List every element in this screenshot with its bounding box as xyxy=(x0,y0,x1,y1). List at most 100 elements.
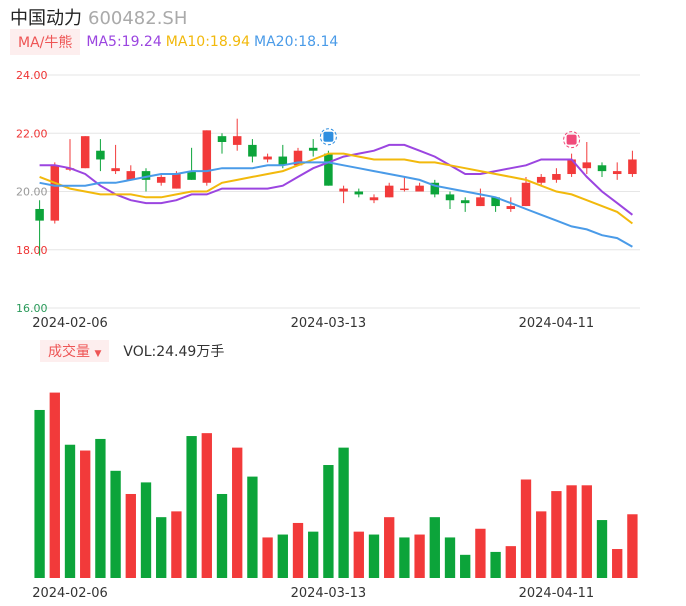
volume-bar xyxy=(444,537,456,578)
volume-date-label: 2024-04-11 xyxy=(519,586,595,601)
volume-bar xyxy=(353,531,364,578)
volume-bar xyxy=(520,479,532,578)
candle xyxy=(552,168,561,183)
volume-bar xyxy=(49,392,60,578)
volume-date-label: 2024-03-13 xyxy=(291,586,367,601)
candle xyxy=(80,136,90,169)
candle xyxy=(430,179,440,198)
candle-body xyxy=(506,206,516,209)
candle-body xyxy=(521,182,531,207)
candle-body xyxy=(582,162,592,169)
ma10-line xyxy=(39,152,634,225)
candle xyxy=(217,133,227,154)
volume-bar xyxy=(384,517,395,578)
candle xyxy=(567,153,576,177)
candle xyxy=(111,144,120,175)
candle-body xyxy=(278,156,288,166)
candle-body xyxy=(369,197,379,201)
candle xyxy=(232,118,242,151)
volume-legend: 成交量 ▼ VOL:24.49万手 xyxy=(40,340,225,362)
volume-bar xyxy=(171,511,182,578)
stock-name: 中国动力 xyxy=(10,8,82,29)
volume-bar xyxy=(64,444,76,578)
candle xyxy=(536,174,546,186)
candle xyxy=(612,162,622,180)
candle-body xyxy=(445,194,455,201)
ma5-legend: MA5:19.24 xyxy=(86,34,162,50)
candle xyxy=(324,150,333,186)
volume-bar xyxy=(505,546,516,578)
candle-body xyxy=(354,191,364,195)
candle xyxy=(50,162,60,224)
candle xyxy=(506,197,516,212)
candle xyxy=(141,168,151,192)
volume-bar xyxy=(216,493,228,578)
volume-bar xyxy=(551,491,562,578)
volume-bar xyxy=(262,537,273,578)
candle xyxy=(597,162,607,177)
ma20-legend: MA20:18.14 xyxy=(254,34,339,50)
price-date-label: 2024-04-11 xyxy=(519,316,595,331)
candle-body xyxy=(141,171,151,180)
volume-value: VOL:24.49万手 xyxy=(123,344,225,360)
volume-bar xyxy=(125,493,136,578)
volume-bar xyxy=(627,514,638,578)
volume-bar xyxy=(596,520,608,578)
candle-body xyxy=(567,159,576,175)
candle-body xyxy=(400,188,409,191)
candle xyxy=(400,176,409,192)
candle xyxy=(202,130,212,186)
volume-bar xyxy=(186,436,197,578)
candle-body xyxy=(612,171,622,175)
volume-bar xyxy=(536,511,547,578)
candle-body xyxy=(597,165,607,172)
price-date-label: 2024-02-06 xyxy=(32,316,108,331)
volume-bar xyxy=(140,482,152,578)
candle-body xyxy=(308,147,318,151)
blue-diamond-badge-icon xyxy=(319,128,337,146)
marker-badge xyxy=(566,134,577,145)
volume-bar xyxy=(460,554,471,578)
candle xyxy=(156,174,166,186)
volume-bar xyxy=(338,447,349,578)
candle xyxy=(308,139,318,157)
candle-body xyxy=(96,150,105,160)
marker-ring xyxy=(563,131,581,149)
candle xyxy=(369,194,379,204)
candle xyxy=(263,153,272,163)
volume-bar xyxy=(308,531,319,578)
volume-bar xyxy=(80,450,91,578)
candle xyxy=(354,188,364,198)
volume-bar xyxy=(368,534,380,578)
volume-bar xyxy=(323,465,334,578)
ma-toggle-button[interactable]: MA/牛熊 xyxy=(10,29,81,55)
volume-bar xyxy=(490,551,501,578)
candle-body xyxy=(50,165,60,221)
price-tick-label: 24.00 xyxy=(16,69,48,82)
stock-code: 600482.SH xyxy=(88,8,188,29)
volume-bar xyxy=(34,409,45,578)
candle-body xyxy=(217,136,227,142)
candle-body xyxy=(80,136,90,169)
dropdown-caret-icon: ▼ xyxy=(94,349,102,359)
volume-chart[interactable]: 2024-02-06 2024-03-13 2024-04-11 xyxy=(0,361,686,606)
candle xyxy=(339,185,348,204)
candle-body xyxy=(187,171,196,180)
candle xyxy=(628,150,637,177)
volume-toggle-label: 成交量 xyxy=(48,344,90,360)
candle-body xyxy=(324,153,333,186)
candle xyxy=(384,182,394,198)
volume-toggle-button[interactable]: 成交量 ▼ xyxy=(40,340,110,362)
candle-body xyxy=(384,185,394,198)
volume-date-label: 2024-02-06 xyxy=(32,586,108,601)
marker-ring xyxy=(319,128,337,146)
red-sell-badge-icon xyxy=(563,131,581,149)
ma-legend: MA/牛熊 MA5:19.24 MA10:18.94 MA20:18.14 xyxy=(10,29,342,55)
volume-bar xyxy=(429,517,440,578)
candle xyxy=(126,165,136,180)
ma20-line xyxy=(39,161,633,248)
candle-body xyxy=(536,176,546,183)
price-date-label: 2024-03-13 xyxy=(291,316,367,331)
volume-bar xyxy=(110,470,121,578)
